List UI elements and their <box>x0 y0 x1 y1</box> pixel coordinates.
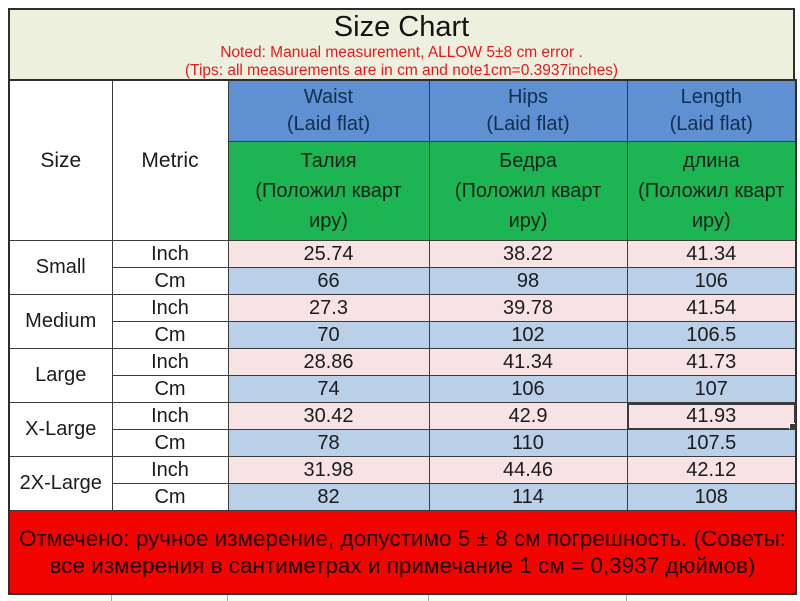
unit-cell[interactable]: Inch <box>111 348 229 376</box>
unit-cell[interactable]: Inch <box>111 240 229 268</box>
medium-length-inch[interactable]: 41.54 <box>626 294 797 322</box>
length-subtitle: (Laid flat) <box>669 113 753 135</box>
x-large-waist-inch[interactable]: 30.42 <box>227 402 430 430</box>
grid-tick <box>227 595 228 601</box>
large-length-cm[interactable]: 107 <box>626 375 797 403</box>
size-cell-2x-large[interactable]: 2X-Large <box>8 456 113 511</box>
metric-column-header[interactable]: Metric <box>111 79 229 241</box>
hips-header-en[interactable]: Hips (Laid flat) <box>428 79 628 142</box>
large-waist-cm[interactable]: 74 <box>227 375 430 403</box>
size-cell-medium[interactable]: Medium <box>8 294 113 349</box>
size-chart-sheet: Size Chart Noted: Manual measurement, AL… <box>8 8 797 601</box>
unit-cell[interactable]: Inch <box>111 456 229 484</box>
waist-subtitle: (Laid flat) <box>286 113 371 135</box>
large-waist-inch[interactable]: 28.86 <box>227 348 430 376</box>
length-ru-sub1: (Положил кварт <box>638 180 785 202</box>
unit-cell[interactable]: Cm <box>111 321 229 349</box>
waist-header-en[interactable]: Waist (Laid flat) <box>227 79 430 142</box>
unit-cell[interactable]: Cm <box>111 483 229 511</box>
medium-waist-inch[interactable]: 27.3 <box>227 294 430 322</box>
measurement-note-line1: Noted: Manual measurement, ALLOW 5±8 cm … <box>220 44 583 61</box>
small-length-inch[interactable]: 41.34 <box>626 240 797 268</box>
small-hips-cm[interactable]: 98 <box>428 267 628 295</box>
hips-ru-title: Бедра <box>499 150 557 172</box>
x-large-length-cm[interactable]: 107.5 <box>626 429 797 457</box>
2x-large-length-inch[interactable]: 42.12 <box>626 456 797 484</box>
table-row: 2X-Large Inch 31.98 44.46 42.12 <box>8 456 797 511</box>
length-ru-title: длина <box>682 150 740 172</box>
2x-large-waist-inch[interactable]: 31.98 <box>227 456 430 484</box>
unit-cell[interactable]: Inch <box>111 402 229 430</box>
hips-ru-sub1: (Положил кварт <box>454 180 602 202</box>
unit-cell[interactable]: Cm <box>111 267 229 295</box>
hips-subtitle: (Laid flat) <box>486 113 570 135</box>
length-header-ru[interactable]: длина (Положил кварт иру) <box>626 141 797 241</box>
small-waist-inch[interactable]: 25.74 <box>227 240 430 268</box>
length-title: Length <box>680 86 742 108</box>
2x-large-hips-inch[interactable]: 44.46 <box>428 456 628 484</box>
medium-waist-cm[interactable]: 70 <box>227 321 430 349</box>
medium-hips-cm[interactable]: 102 <box>428 321 628 349</box>
x-large-hips-cm[interactable]: 110 <box>428 429 628 457</box>
waist-ru-sub1: (Положил кварт <box>255 180 402 202</box>
table-row: Cm 74 106 107 <box>9 375 797 403</box>
unit-cell[interactable]: Cm <box>111 429 229 457</box>
measurement-note-line2: (Tips: all measurements are in cm and no… <box>184 62 619 79</box>
size-cell-x-large[interactable]: X-Large <box>8 402 113 457</box>
x-large-waist-cm[interactable]: 78 <box>227 429 430 457</box>
table-row: Cm 66 98 106 <box>9 267 797 295</box>
russian-note-banner[interactable]: Отмечено: ручное измерение, допустимо 5 … <box>8 510 797 595</box>
medium-length-cm[interactable]: 106.5 <box>626 321 797 349</box>
table-row: Large Inch 28.86 41.34 41.73 <box>8 348 797 403</box>
table-row: Medium Inch 27.3 39.78 41.54 <box>8 294 797 349</box>
2x-large-length-cm[interactable]: 108 <box>626 483 797 511</box>
x-large-length-inch-selected-cell[interactable]: 41.93 <box>626 402 797 430</box>
length-header-en[interactable]: Length (Laid flat) <box>626 79 797 142</box>
small-hips-inch[interactable]: 38.22 <box>428 240 628 268</box>
table-row: Small Inch 25.74 38.22 41.34 <box>8 240 797 295</box>
chart-header[interactable]: Size Chart Noted: Manual measurement, AL… <box>8 8 795 79</box>
waist-ru-sub2: иру) <box>309 210 348 232</box>
unit-cell[interactable]: Cm <box>111 375 229 403</box>
waist-ru-title: Талия <box>300 150 357 172</box>
size-chart-table: Size Metric Waist (Laid flat) Hips (Laid… <box>8 79 797 595</box>
table-row: X-Large Inch 30.42 42.9 41.93 <box>8 402 797 457</box>
page-title: Size Chart <box>333 11 470 43</box>
waist-title: Waist <box>303 86 354 108</box>
length-ru-sub2: иру) <box>691 210 731 232</box>
2x-large-hips-cm[interactable]: 114 <box>428 483 628 511</box>
large-hips-inch[interactable]: 41.34 <box>428 348 628 376</box>
hips-ru-sub2: иру) <box>508 210 548 232</box>
small-length-cm[interactable]: 106 <box>626 267 797 295</box>
small-waist-cm[interactable]: 66 <box>227 267 430 295</box>
unit-cell[interactable]: Inch <box>111 294 229 322</box>
hips-title: Hips <box>507 86 548 108</box>
hips-header-ru[interactable]: Бедра (Положил кварт иру) <box>428 141 628 241</box>
waist-header-ru[interactable]: Талия (Положил кварт иру) <box>227 141 430 241</box>
large-hips-cm[interactable]: 106 <box>428 375 628 403</box>
table-row: Cm 70 102 106.5 <box>9 321 797 349</box>
size-cell-small[interactable]: Small <box>8 240 113 295</box>
size-column-header[interactable]: Size <box>8 79 113 241</box>
size-cell-large[interactable]: Large <box>8 348 113 403</box>
grid-tick <box>111 595 112 601</box>
table-row: Cm 82 114 108 <box>9 483 797 511</box>
medium-hips-inch[interactable]: 39.78 <box>428 294 628 322</box>
2x-large-waist-cm[interactable]: 82 <box>227 483 430 511</box>
grid-tick <box>626 595 627 601</box>
table-row: Cm 78 110 107.5 <box>9 429 797 457</box>
grid-tick <box>428 595 429 601</box>
large-length-inch[interactable]: 41.73 <box>626 348 797 376</box>
grid-remnant-strip <box>8 595 795 601</box>
x-large-hips-inch[interactable]: 42.9 <box>428 402 628 430</box>
